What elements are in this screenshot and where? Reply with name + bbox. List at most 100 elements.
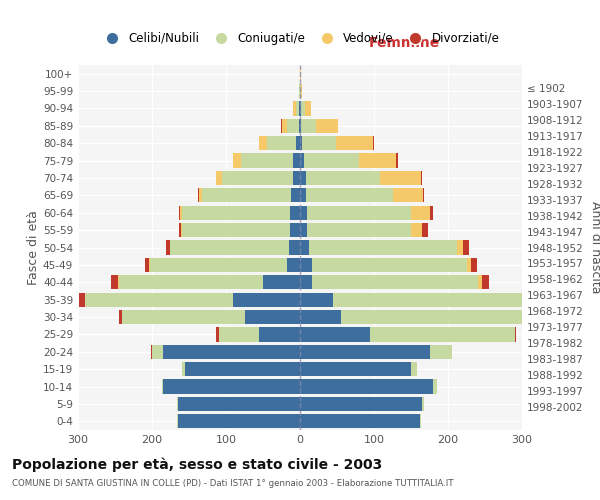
- Bar: [300, 292, 334, 307]
- Bar: [217, 171, 222, 185]
- Bar: [522, 292, 523, 307]
- Bar: [259, 136, 266, 150]
- Bar: [359, 154, 396, 168]
- Bar: [119, 275, 263, 289]
- Legend: Celibi/Nubili, Coniugati/e, Vedovi/e, Divorziati/e: Celibi/Nubili, Coniugati/e, Vedovi/e, Di…: [96, 27, 504, 50]
- Bar: [182, 362, 185, 376]
- Bar: [300, 362, 411, 376]
- Bar: [291, 188, 300, 202]
- Bar: [263, 275, 300, 289]
- Bar: [299, 84, 300, 98]
- Bar: [467, 258, 471, 272]
- Bar: [290, 206, 300, 220]
- Bar: [300, 240, 309, 254]
- Bar: [478, 275, 482, 289]
- Bar: [290, 223, 300, 237]
- Bar: [380, 171, 421, 185]
- Bar: [287, 118, 299, 133]
- Bar: [293, 171, 300, 185]
- Bar: [300, 136, 302, 150]
- Bar: [241, 154, 293, 168]
- Bar: [281, 118, 287, 133]
- Bar: [202, 188, 291, 202]
- Bar: [300, 275, 312, 289]
- Bar: [182, 223, 290, 237]
- Bar: [151, 344, 152, 359]
- Bar: [300, 397, 422, 411]
- Bar: [300, 102, 301, 116]
- Bar: [233, 154, 241, 168]
- Bar: [178, 397, 300, 411]
- Bar: [300, 188, 306, 202]
- Bar: [79, 292, 85, 307]
- Y-axis label: Anni di nascita: Anni di nascita: [589, 201, 600, 294]
- Bar: [301, 118, 316, 133]
- Bar: [118, 275, 119, 289]
- Bar: [421, 171, 422, 185]
- Bar: [215, 171, 217, 185]
- Bar: [161, 380, 163, 394]
- Bar: [149, 258, 150, 272]
- Bar: [300, 414, 420, 428]
- Bar: [341, 310, 537, 324]
- Bar: [370, 328, 515, 342]
- Bar: [179, 223, 181, 237]
- Bar: [287, 258, 300, 272]
- Bar: [393, 188, 423, 202]
- Bar: [411, 206, 430, 220]
- Bar: [199, 188, 202, 202]
- Bar: [218, 328, 259, 342]
- Bar: [306, 188, 393, 202]
- Bar: [170, 240, 289, 254]
- Bar: [177, 397, 178, 411]
- Bar: [245, 310, 300, 324]
- Bar: [482, 275, 490, 289]
- Bar: [300, 328, 370, 342]
- Bar: [299, 118, 300, 133]
- Bar: [177, 414, 178, 428]
- Bar: [198, 188, 199, 202]
- Bar: [411, 223, 422, 237]
- Bar: [179, 206, 180, 220]
- Bar: [185, 362, 300, 376]
- Bar: [166, 240, 170, 254]
- Bar: [430, 206, 433, 220]
- Text: Femmine: Femmine: [369, 36, 440, 51]
- Bar: [457, 240, 463, 254]
- Bar: [233, 292, 300, 307]
- Bar: [307, 206, 411, 220]
- Bar: [411, 362, 417, 376]
- Bar: [178, 414, 300, 428]
- Bar: [423, 188, 424, 202]
- Bar: [300, 258, 312, 272]
- Bar: [523, 292, 532, 307]
- Text: COMUNE DI SANTA GIUSTINA IN COLLE (PD) - Dati ISTAT 1° gennaio 2003 - Elaborazio: COMUNE DI SANTA GIUSTINA IN COLLE (PD) -…: [12, 479, 454, 488]
- Bar: [145, 258, 149, 272]
- Bar: [152, 344, 163, 359]
- Bar: [422, 223, 428, 237]
- Bar: [430, 344, 452, 359]
- Bar: [537, 310, 538, 324]
- Bar: [182, 206, 290, 220]
- Bar: [305, 102, 311, 116]
- Bar: [217, 328, 218, 342]
- Bar: [300, 66, 301, 81]
- Bar: [373, 136, 374, 150]
- Bar: [122, 310, 245, 324]
- Bar: [181, 223, 182, 237]
- Bar: [223, 171, 293, 185]
- Bar: [422, 397, 424, 411]
- Bar: [119, 310, 122, 324]
- Bar: [420, 414, 421, 428]
- Bar: [316, 118, 338, 133]
- Bar: [150, 258, 287, 272]
- Bar: [433, 380, 437, 394]
- Bar: [300, 344, 430, 359]
- Bar: [396, 154, 398, 168]
- Bar: [463, 240, 469, 254]
- Text: Popolazione per età, sesso e stato civile - 2003: Popolazione per età, sesso e stato civil…: [12, 458, 382, 472]
- Bar: [293, 154, 300, 168]
- Bar: [312, 258, 467, 272]
- Bar: [300, 380, 433, 394]
- Bar: [180, 206, 182, 220]
